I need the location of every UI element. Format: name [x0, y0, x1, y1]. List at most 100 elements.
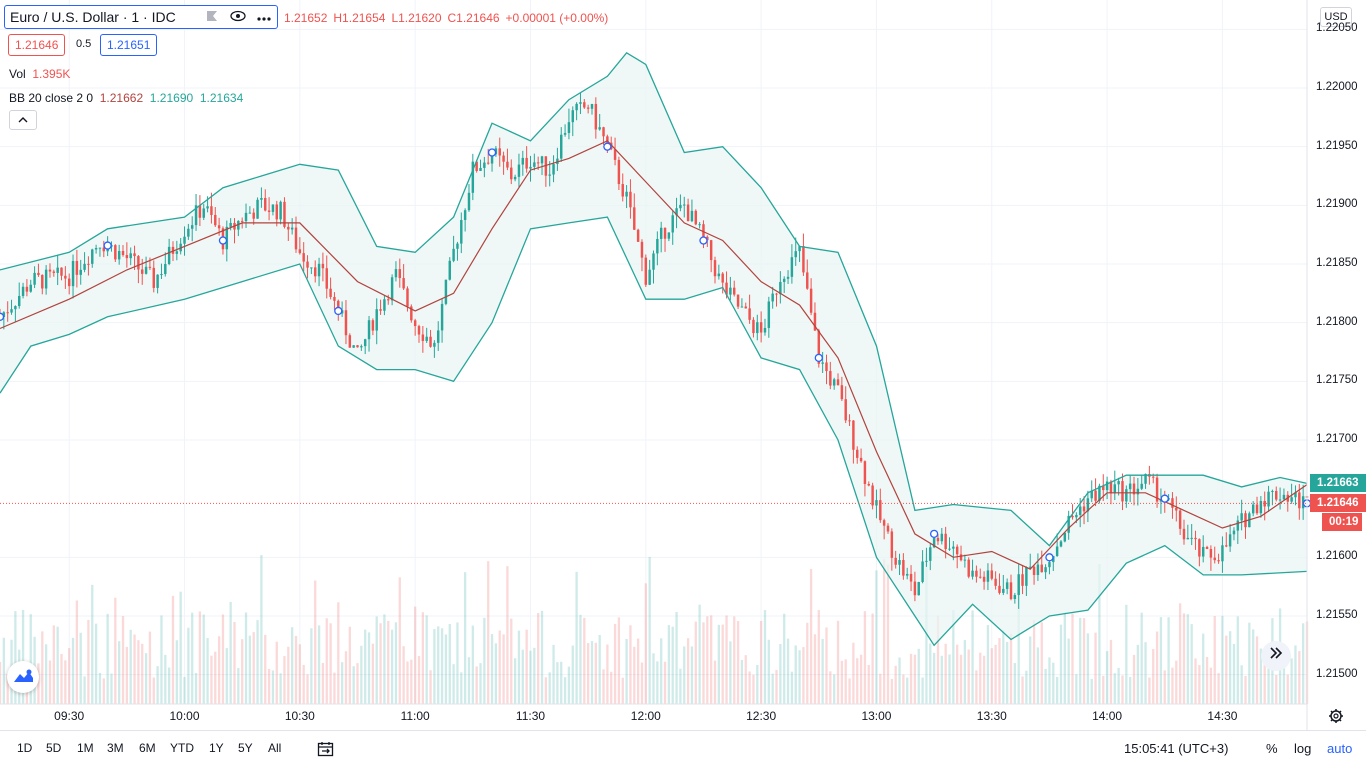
timeframe-3m[interactable]: 3M	[107, 741, 124, 755]
volume-bar	[1006, 641, 1009, 704]
candle-body	[471, 161, 475, 193]
sell-price-button[interactable]: 1.21646	[8, 34, 66, 56]
candle-body	[659, 227, 663, 239]
candle-body	[583, 102, 586, 108]
gear-icon[interactable]	[1328, 708, 1344, 729]
volume-bar	[537, 612, 540, 704]
timeframe-6m[interactable]: 6M	[139, 741, 156, 755]
volume-bar	[275, 641, 278, 704]
trade-marker	[1160, 494, 1169, 503]
trade-markers	[0, 142, 1312, 562]
candle-body	[60, 267, 63, 276]
candle-body	[444, 279, 448, 304]
clock-timezone[interactable]: 15:05:41 (UTC+3)	[1124, 741, 1229, 756]
bar-countdown-tag: 00:19	[1322, 513, 1362, 532]
currency-button[interactable]: USD	[1320, 7, 1352, 27]
volume-bar	[290, 627, 294, 704]
timeframe-ytd[interactable]: YTD	[170, 741, 194, 755]
timeframe-all[interactable]: All	[268, 741, 282, 755]
candle-body	[1182, 528, 1186, 540]
candle-body	[137, 256, 140, 270]
volume-bar	[829, 671, 832, 704]
volume-bar	[1132, 654, 1136, 704]
volume-bar	[352, 666, 355, 704]
candle-body	[1128, 483, 1132, 490]
tradingview-logo[interactable]	[7, 661, 39, 693]
log-scale-toggle[interactable]: log	[1294, 741, 1312, 756]
timeframe-5y[interactable]: 5Y	[238, 741, 253, 755]
volume-bar	[421, 612, 425, 704]
volume-bar	[202, 614, 205, 704]
candle-body	[936, 537, 940, 542]
volume-bar	[2, 637, 5, 704]
volume-bar	[725, 615, 728, 704]
volume-bar	[456, 622, 459, 704]
volume-bar	[744, 655, 747, 704]
timeframe-5d[interactable]: 5D	[46, 741, 62, 755]
bb-upper-value: 1.21690	[149, 91, 194, 105]
timeframe-1d[interactable]: 1D	[17, 741, 33, 755]
time-label: 14:30	[1207, 709, 1238, 723]
candle-body	[1078, 506, 1082, 515]
volume-bar	[1205, 656, 1209, 704]
volume-bar	[583, 617, 586, 704]
calendar-range-icon[interactable]	[317, 741, 335, 762]
volume-bar	[952, 609, 955, 704]
more-icon[interactable]	[251, 10, 277, 25]
legend-collapse-button[interactable]	[9, 110, 37, 130]
trade-marker	[929, 529, 939, 539]
candle-body	[479, 167, 482, 171]
volume-bar	[544, 677, 548, 704]
candle-body	[1125, 489, 1128, 502]
volume-bar	[1063, 611, 1066, 704]
percent-scale-toggle[interactable]: %	[1266, 741, 1278, 756]
auto-scale-toggle[interactable]: auto	[1327, 741, 1353, 756]
volume-bar	[233, 621, 236, 704]
volume-bar	[144, 653, 148, 704]
volume-bar	[633, 646, 636, 704]
candle-body	[33, 272, 36, 285]
candle-body	[356, 345, 359, 348]
volume-legend[interactable]: Vol 1.395K	[9, 67, 70, 81]
volume-bar	[1240, 665, 1243, 704]
candle-body	[1113, 484, 1117, 494]
buy-price-button[interactable]: 1.21651	[100, 34, 158, 56]
volume-bar	[1086, 633, 1090, 704]
candle-body	[729, 287, 732, 295]
bb-legend[interactable]: BB 20 close 2 0 1.21662 1.21690 1.21634	[9, 91, 243, 105]
candle-body	[287, 226, 290, 230]
volume-bar	[1032, 620, 1036, 704]
volume-bar	[571, 645, 574, 704]
volume-bar	[783, 613, 786, 704]
volume-bar	[898, 657, 901, 704]
timeframe-1m[interactable]: 1M	[77, 741, 94, 755]
candle-body	[175, 251, 179, 254]
candle-body	[779, 281, 782, 295]
bb-upper-price-tag: 1.21663	[1310, 474, 1366, 493]
candle-body	[121, 250, 125, 256]
volume-bar	[1109, 639, 1113, 704]
candle-body	[144, 266, 148, 274]
candle-body	[671, 215, 674, 233]
candle-body	[536, 162, 540, 164]
candle-body	[10, 309, 13, 313]
candle-body	[652, 253, 655, 270]
candle-body	[148, 266, 152, 268]
candle-body	[394, 269, 398, 278]
candle-body	[275, 204, 279, 220]
volume-bar	[733, 616, 736, 704]
candle-body	[713, 260, 717, 277]
symbol-title-box[interactable]: Euro / U.S. Dollar · 1 · IDC	[4, 5, 278, 29]
symbol-title[interactable]: Euro / U.S. Dollar · 1 · IDC	[10, 9, 176, 25]
candle-body	[1171, 498, 1174, 508]
timeframe-1y[interactable]: 1Y	[209, 741, 224, 755]
candle-body	[406, 288, 409, 307]
flag-icon[interactable]	[199, 10, 225, 25]
eye-icon[interactable]	[225, 10, 251, 25]
candle-body	[1044, 567, 1047, 573]
candle-body	[1152, 476, 1155, 478]
candle-body	[1040, 564, 1043, 573]
scroll-to-realtime-button[interactable]	[1261, 641, 1291, 671]
candle-body	[25, 286, 29, 292]
